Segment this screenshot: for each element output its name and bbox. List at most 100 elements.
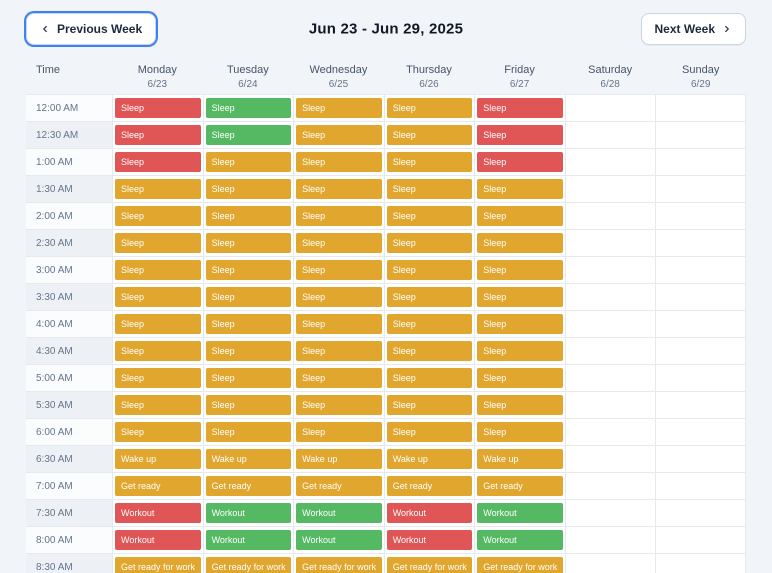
event-block[interactable]: Wake up — [115, 449, 201, 469]
event-block[interactable]: Sleep — [386, 422, 473, 442]
event-block[interactable]: Sleep — [386, 368, 473, 388]
schedule-cell[interactable] — [655, 257, 746, 283]
event-block[interactable]: Workout — [115, 503, 201, 523]
event-block[interactable]: Sleep — [477, 152, 563, 172]
schedule-cell[interactable]: Sleep — [474, 392, 565, 418]
schedule-cell[interactable] — [655, 338, 746, 364]
event-block[interactable]: Sleep — [296, 287, 382, 307]
schedule-cell[interactable] — [655, 365, 746, 391]
schedule-cell[interactable]: Workout — [112, 500, 203, 526]
event-block[interactable]: Wake up — [205, 449, 292, 469]
event-block[interactable]: Sleep — [386, 98, 473, 118]
schedule-cell[interactable]: Sleep — [293, 122, 384, 148]
schedule-cell[interactable]: Sleep — [383, 284, 475, 310]
schedule-cell[interactable] — [655, 203, 746, 229]
schedule-cell[interactable]: Sleep — [383, 392, 475, 418]
schedule-cell[interactable]: Sleep — [202, 419, 294, 445]
schedule-cell[interactable]: Workout — [293, 527, 384, 553]
event-block[interactable]: Sleep — [115, 152, 201, 172]
event-block[interactable]: Sleep — [477, 314, 563, 334]
schedule-cell[interactable]: Get ready — [474, 473, 565, 499]
schedule-cell[interactable]: Sleep — [383, 311, 475, 337]
schedule-cell[interactable]: Sleep — [202, 122, 294, 148]
schedule-cell[interactable]: Sleep — [293, 176, 384, 202]
schedule-cell[interactable]: Sleep — [383, 338, 475, 364]
event-block[interactable]: Sleep — [386, 125, 473, 145]
event-block[interactable]: Sleep — [296, 233, 382, 253]
event-block[interactable]: Sleep — [205, 206, 292, 226]
event-block[interactable]: Wake up — [477, 449, 563, 469]
event-block[interactable]: Sleep — [296, 125, 382, 145]
event-block[interactable]: Sleep — [386, 179, 473, 199]
event-block[interactable]: Wake up — [386, 449, 473, 469]
event-block[interactable]: Sleep — [115, 422, 201, 442]
schedule-cell[interactable] — [564, 122, 656, 148]
schedule-cell[interactable]: Sleep — [474, 365, 565, 391]
event-block[interactable]: Sleep — [205, 179, 292, 199]
event-block[interactable]: Workout — [296, 530, 382, 550]
event-block[interactable]: Sleep — [296, 98, 382, 118]
schedule-cell[interactable]: Wake up — [383, 446, 475, 472]
event-block[interactable]: Sleep — [386, 233, 473, 253]
schedule-cell[interactable] — [655, 176, 746, 202]
schedule-cell[interactable] — [564, 149, 656, 175]
event-block[interactable]: Sleep — [477, 233, 563, 253]
schedule-cell[interactable] — [564, 203, 656, 229]
schedule-cell[interactable] — [655, 527, 746, 553]
schedule-cell[interactable] — [564, 527, 656, 553]
schedule-cell[interactable]: Workout — [383, 527, 475, 553]
schedule-cell[interactable]: Sleep — [293, 419, 384, 445]
schedule-cell[interactable]: Sleep — [202, 149, 294, 175]
schedule-cell[interactable]: Sleep — [293, 392, 384, 418]
schedule-cell[interactable] — [564, 338, 656, 364]
schedule-cell[interactable]: Sleep — [474, 203, 565, 229]
schedule-cell[interactable] — [655, 230, 746, 256]
previous-week-button[interactable]: Previous Week — [26, 13, 157, 45]
event-block[interactable]: Sleep — [115, 233, 201, 253]
schedule-cell[interactable] — [655, 95, 746, 121]
schedule-cell[interactable]: Sleep — [293, 338, 384, 364]
event-block[interactable]: Sleep — [115, 287, 201, 307]
event-block[interactable]: Workout — [477, 503, 563, 523]
event-block[interactable]: Sleep — [115, 341, 201, 361]
schedule-cell[interactable]: Get ready — [383, 473, 475, 499]
event-block[interactable]: Sleep — [296, 368, 382, 388]
schedule-cell[interactable]: Get ready — [112, 473, 203, 499]
schedule-cell[interactable] — [655, 500, 746, 526]
event-block[interactable]: Sleep — [477, 287, 563, 307]
schedule-cell[interactable] — [564, 284, 656, 310]
event-block[interactable]: Sleep — [386, 341, 473, 361]
schedule-cell[interactable]: Sleep — [202, 257, 294, 283]
event-block[interactable]: Sleep — [386, 206, 473, 226]
schedule-cell[interactable]: Sleep — [293, 284, 384, 310]
schedule-cell[interactable]: Sleep — [202, 392, 294, 418]
event-block[interactable]: Sleep — [115, 314, 201, 334]
schedule-cell[interactable]: Sleep — [112, 230, 203, 256]
event-block[interactable]: Sleep — [296, 341, 382, 361]
schedule-cell[interactable] — [655, 392, 746, 418]
schedule-cell[interactable]: Sleep — [383, 419, 475, 445]
schedule-cell[interactable]: Sleep — [383, 149, 475, 175]
schedule-cell[interactable]: Get ready for work — [112, 554, 203, 573]
schedule-cell[interactable]: Sleep — [474, 257, 565, 283]
schedule-cell[interactable] — [564, 473, 656, 499]
schedule-cell[interactable]: Sleep — [474, 311, 565, 337]
schedule-cell[interactable] — [564, 95, 656, 121]
schedule-cell[interactable]: Workout — [293, 500, 384, 526]
event-block[interactable]: Get ready — [386, 476, 473, 496]
schedule-cell[interactable]: Workout — [202, 527, 294, 553]
event-block[interactable]: Sleep — [205, 233, 292, 253]
event-block[interactable]: Get ready for work — [477, 557, 563, 573]
event-block[interactable]: Sleep — [296, 206, 382, 226]
schedule-cell[interactable] — [564, 176, 656, 202]
event-block[interactable]: Sleep — [296, 395, 382, 415]
event-block[interactable]: Sleep — [205, 287, 292, 307]
schedule-cell[interactable]: Sleep — [112, 149, 203, 175]
event-block[interactable]: Get ready for work — [205, 557, 292, 573]
event-block[interactable]: Get ready — [477, 476, 563, 496]
schedule-cell[interactable]: Sleep — [474, 284, 565, 310]
schedule-cell[interactable]: Sleep — [383, 230, 475, 256]
schedule-cell[interactable]: Workout — [474, 500, 565, 526]
schedule-cell[interactable] — [655, 419, 746, 445]
event-block[interactable]: Sleep — [205, 341, 292, 361]
